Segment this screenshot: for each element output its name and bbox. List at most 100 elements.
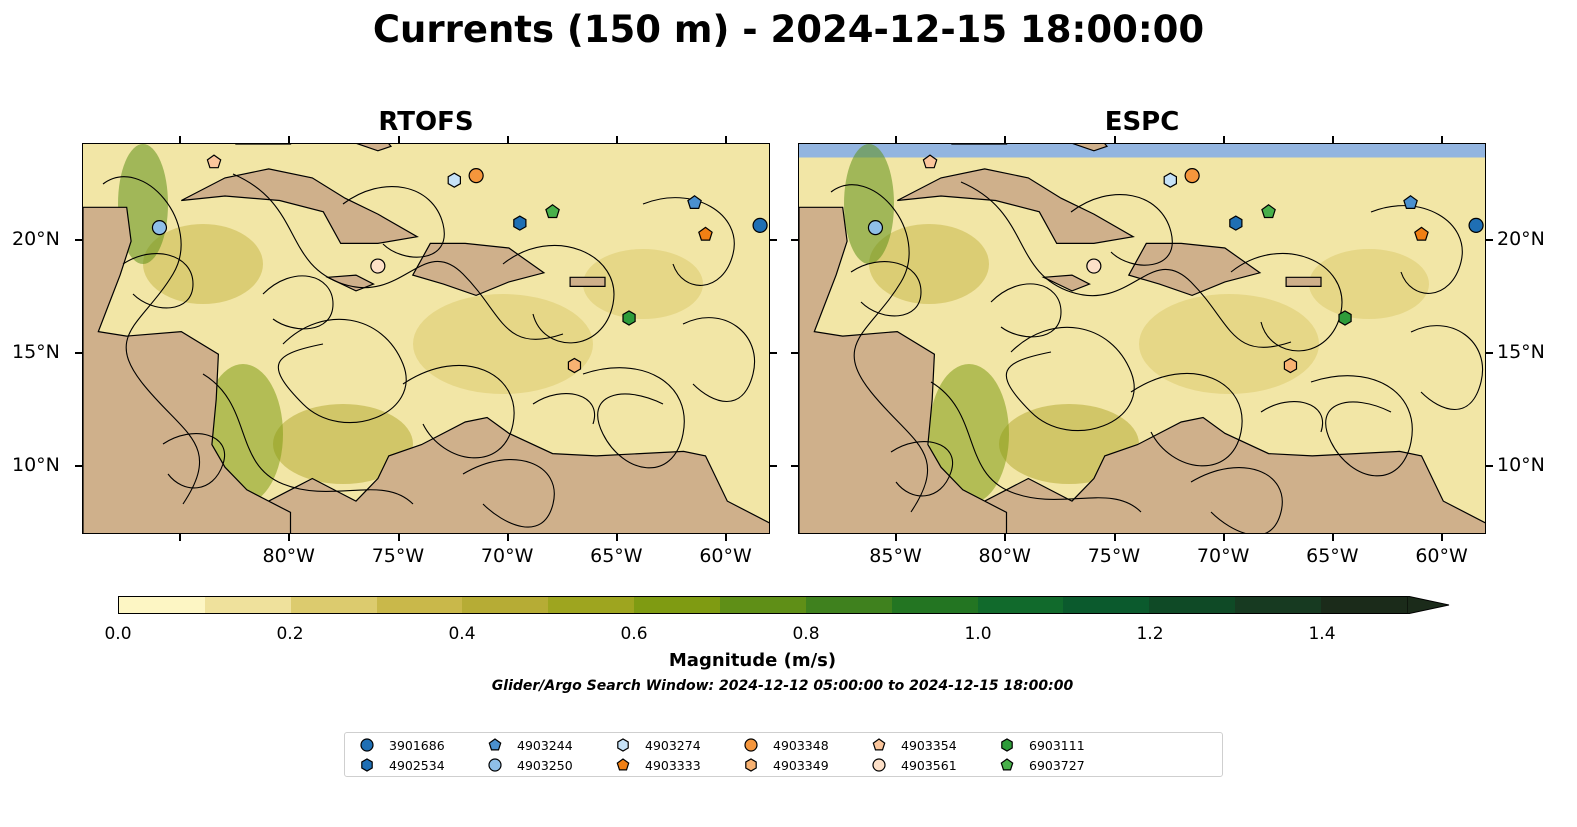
puerto-rico-land xyxy=(569,276,606,287)
colorbar-tick-label: 1.2 xyxy=(1136,624,1164,644)
panel-title-rtofs: RTOFS xyxy=(378,107,474,137)
hexagon-marker-icon xyxy=(617,738,629,752)
streamline xyxy=(1410,325,1484,410)
jamaica-land xyxy=(1041,274,1091,292)
streamline xyxy=(232,173,564,340)
streamline xyxy=(532,393,596,425)
circle-marker-icon xyxy=(488,758,502,772)
lon-tick-mark xyxy=(1332,534,1335,541)
float-marker-6903727 xyxy=(1261,204,1276,219)
puerto-rico-land xyxy=(1285,276,1322,287)
colorbar-segment xyxy=(548,597,635,613)
float-marker-3901686 xyxy=(752,217,768,233)
float-marker-4903354 xyxy=(206,154,222,169)
streamline xyxy=(930,381,1142,513)
lat-tick-label-right: 20°N xyxy=(1497,228,1545,251)
lon-tick-mark xyxy=(1441,136,1444,143)
circle-marker-icon xyxy=(360,738,374,752)
legend-label: 4903274 xyxy=(645,737,701,753)
legend-item-4903348: 4903348 xyxy=(743,736,829,754)
figure-title: Currents (150 m) - 2024-12-15 18:00:00 xyxy=(372,8,1205,51)
streamline xyxy=(850,261,922,317)
lon-tick-mark xyxy=(1222,534,1225,541)
streamline xyxy=(960,181,1292,348)
float-marker-4903274 xyxy=(447,172,461,188)
map-panel-rtofs xyxy=(82,143,770,534)
streamline xyxy=(502,245,615,344)
pentagon-marker-icon xyxy=(1000,758,1014,771)
central-america-land xyxy=(799,206,1008,533)
hexagon-marker-icon xyxy=(361,758,373,772)
colorbar-segment xyxy=(977,597,1064,613)
streamline xyxy=(342,186,445,258)
circle-marker-icon xyxy=(744,738,758,752)
colorbar-tick-label: 1.4 xyxy=(1308,624,1336,644)
circle-marker-icon xyxy=(872,758,886,772)
lon-tick-mark xyxy=(506,534,509,541)
lon-tick-mark xyxy=(397,534,400,541)
streamlines xyxy=(830,181,1484,533)
float-marker-4903348 xyxy=(1184,168,1200,184)
lon-tick-mark xyxy=(179,534,182,541)
float-marker-6903111 xyxy=(1338,310,1352,326)
pentagon-marker-icon xyxy=(616,758,630,771)
legend-label: 4903250 xyxy=(517,757,573,773)
lat-tick-label-right: 10°N xyxy=(1497,454,1545,477)
float-marker-4903348 xyxy=(468,168,484,184)
float-marker-4902534 xyxy=(1229,215,1243,231)
legend-item-6903111: 6903111 xyxy=(999,736,1085,754)
lat-tick-mark xyxy=(791,352,798,355)
streamline xyxy=(1260,401,1324,433)
streamline xyxy=(1130,373,1243,467)
bahamas-land xyxy=(1072,144,1109,152)
lon-tick-mark xyxy=(1004,534,1007,541)
lat-tick-label-right: 15°N xyxy=(1497,341,1545,364)
lon-tick-label: 75°W xyxy=(1087,545,1141,567)
float-marker-6903111 xyxy=(622,310,636,326)
lon-tick-label: 60°W xyxy=(699,545,752,567)
colorbar-segment xyxy=(1235,597,1322,613)
float-marker-4903274 xyxy=(1163,172,1177,188)
central-america-land xyxy=(83,206,292,533)
lon-tick-mark xyxy=(397,136,400,143)
lon-tick-label: 65°W xyxy=(1306,545,1359,567)
streamline xyxy=(1310,375,1413,477)
lat-tick-mark xyxy=(1486,465,1493,468)
lon-tick-mark xyxy=(1332,136,1335,143)
float-marker-4903354 xyxy=(922,154,938,169)
map-panel-espc xyxy=(798,143,1486,534)
search-window-note: Glider/Argo Search Window: 2024-12-12 05… xyxy=(491,678,1074,694)
lon-tick-mark xyxy=(725,534,728,541)
colorbar-extend-arrow xyxy=(1407,596,1450,614)
current-magnitude-patch xyxy=(413,294,593,394)
hexagon-marker-icon xyxy=(1001,738,1013,752)
legend-label: 4903333 xyxy=(645,757,701,773)
south-america-land xyxy=(205,416,769,533)
float-marker-4903244 xyxy=(687,195,702,210)
colorbar-tick-label: 0.8 xyxy=(792,624,820,644)
lon-tick-mark xyxy=(895,534,898,541)
colorbar-tick-label: 0.2 xyxy=(276,624,304,644)
colorbar-tick-label: 0.0 xyxy=(104,624,132,644)
lat-tick-mark xyxy=(770,239,777,242)
float-marker-4903561 xyxy=(1086,258,1102,274)
current-magnitude-patch xyxy=(1309,249,1429,319)
colorbar xyxy=(118,596,1408,614)
streamline xyxy=(682,317,756,402)
float-marker-4903333 xyxy=(698,226,713,241)
streamline xyxy=(1070,194,1173,266)
float-marker-6903727 xyxy=(545,204,560,219)
hexagon-marker-icon xyxy=(745,758,757,772)
legend-label: 6903727 xyxy=(1029,757,1085,773)
float-marker-4902534 xyxy=(513,215,527,231)
colorbar-segment xyxy=(462,597,549,613)
float-marker-4903349 xyxy=(567,357,582,374)
lon-tick-mark xyxy=(1113,534,1116,541)
streamlines xyxy=(102,173,756,528)
legend-label: 6903111 xyxy=(1029,737,1085,753)
lon-tick-label: 80°W xyxy=(978,545,1031,567)
lat-tick-label-left: 10°N xyxy=(12,454,60,477)
colorbar-segment xyxy=(1149,597,1236,613)
streamline xyxy=(642,197,735,286)
legend-label: 4903561 xyxy=(901,757,957,773)
